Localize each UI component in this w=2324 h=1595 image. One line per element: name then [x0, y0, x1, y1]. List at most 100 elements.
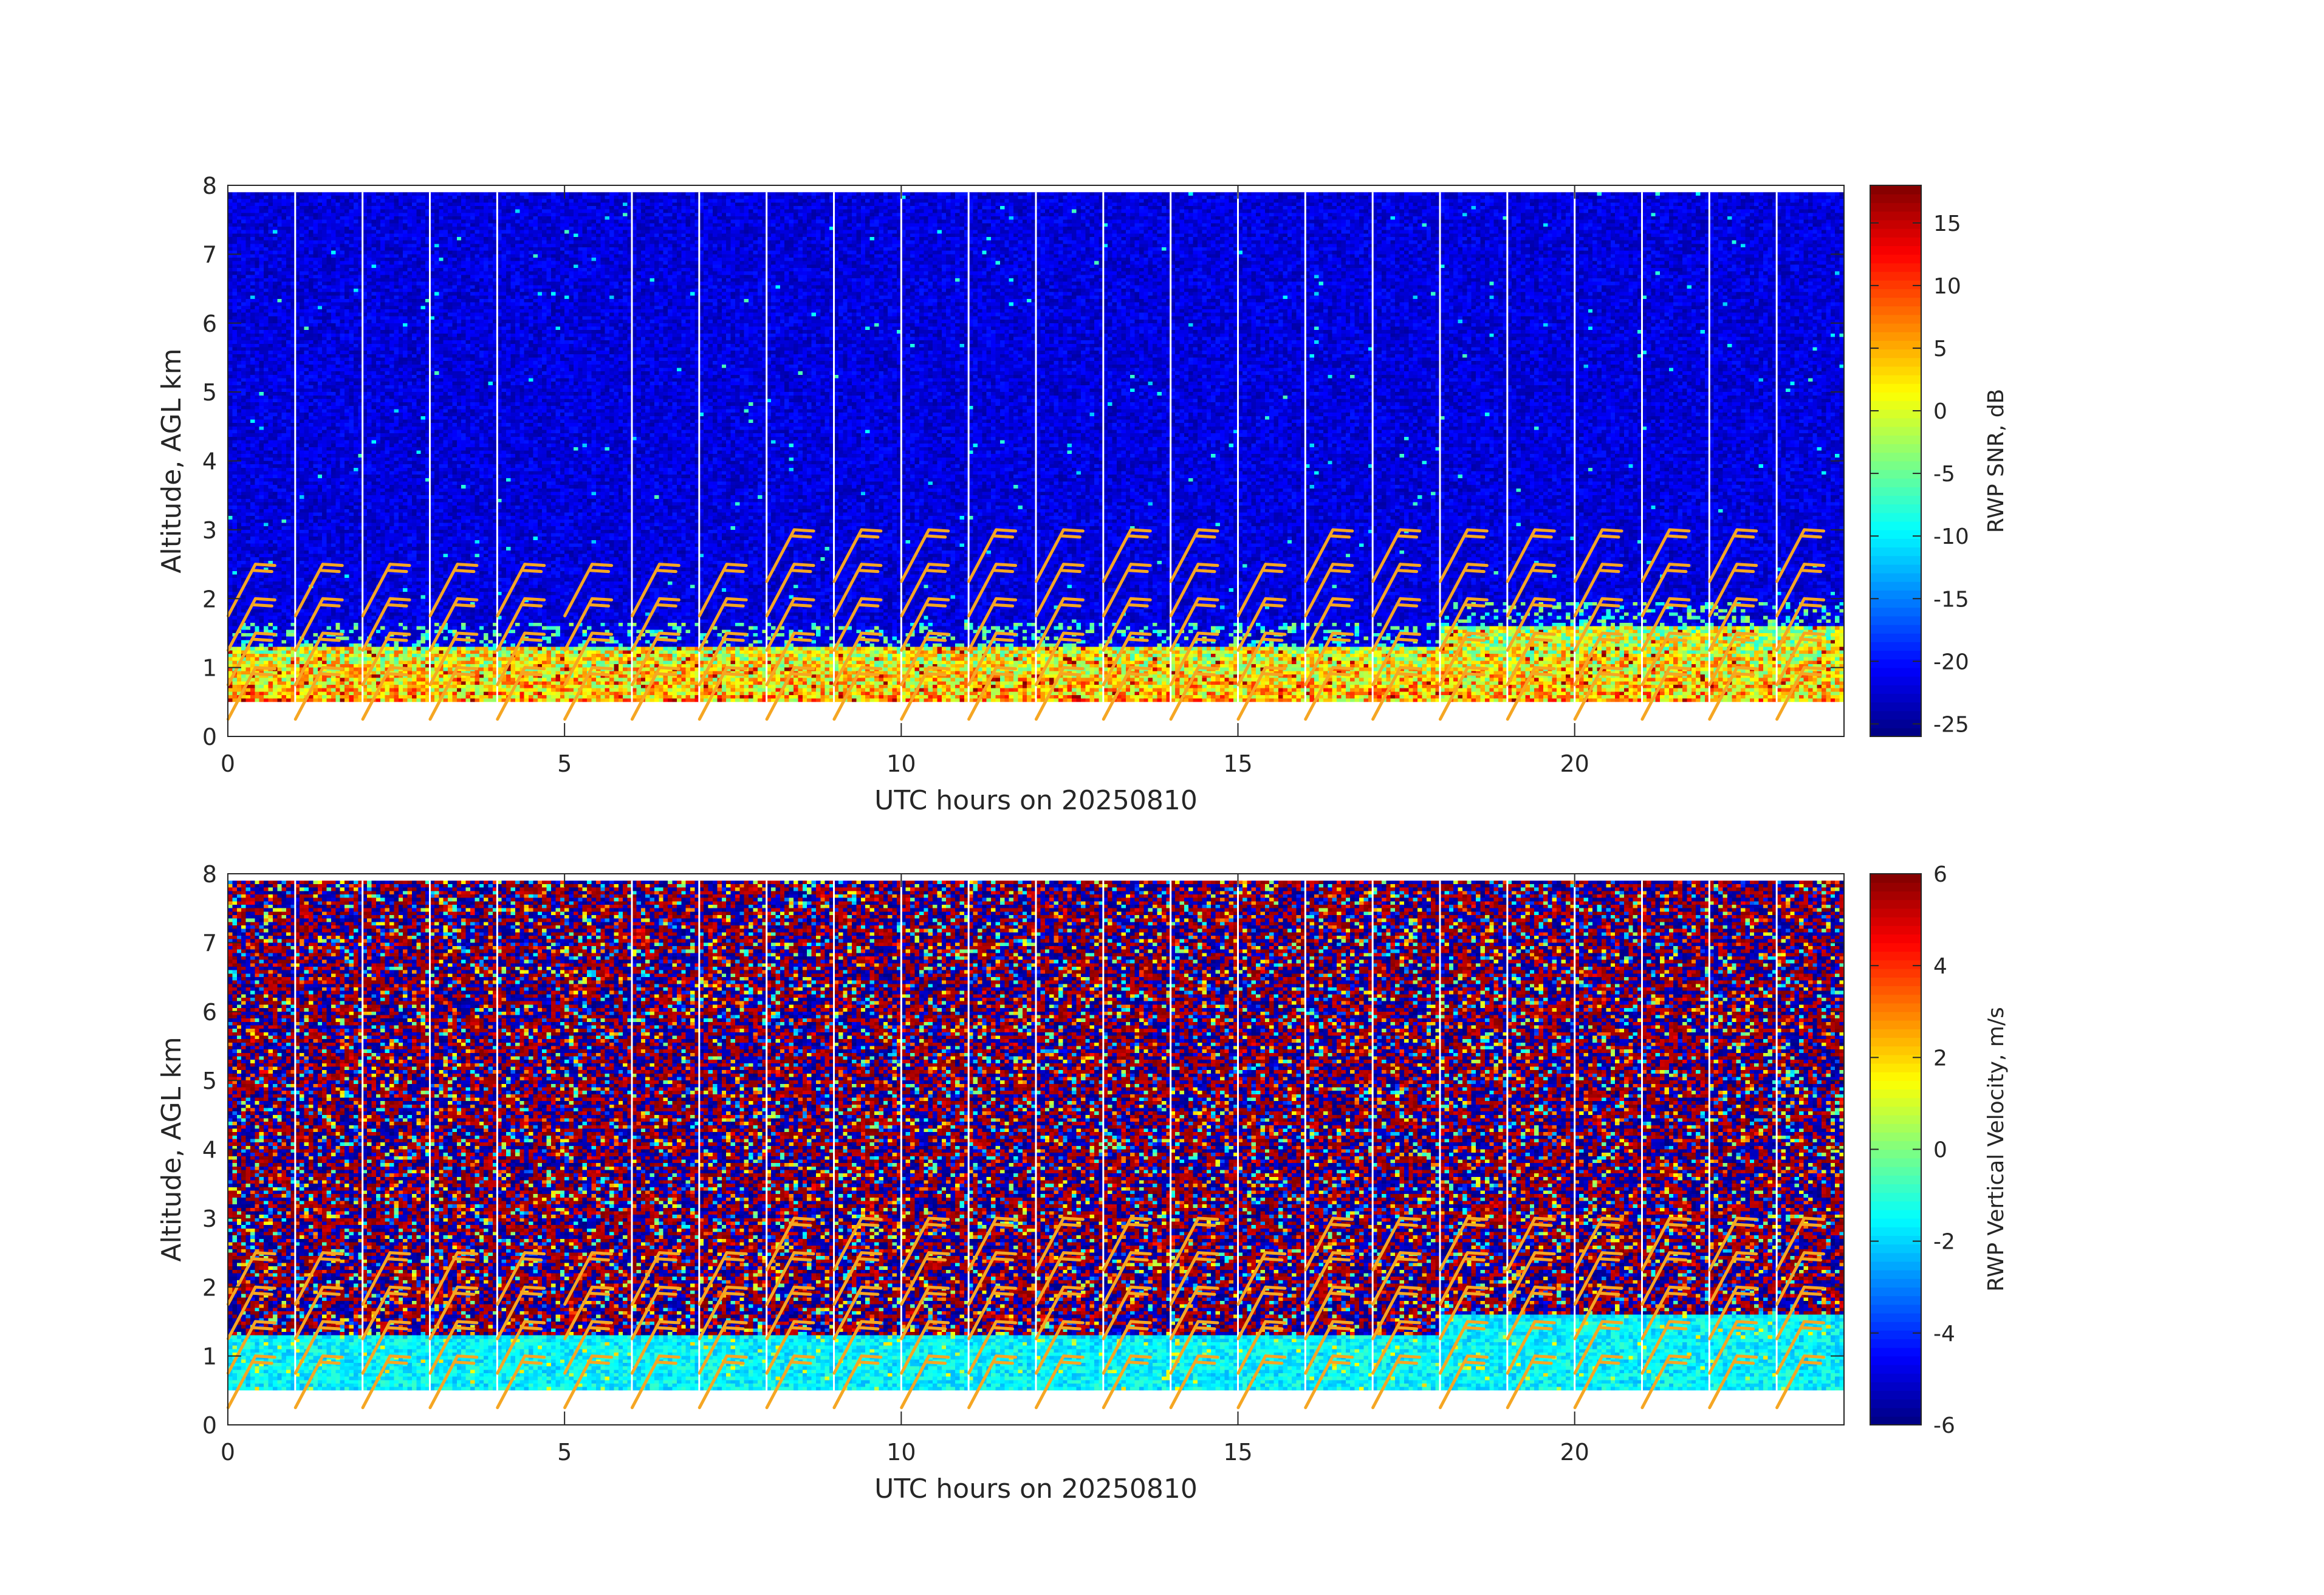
- colorbar-segment: [1870, 899, 1921, 909]
- wind-barb: [1708, 563, 1758, 618]
- wind-barb: [698, 1354, 748, 1410]
- colorbar-tick-label: -10: [1933, 524, 1969, 549]
- wind-barb: [1640, 1320, 1691, 1375]
- wind-barb: [361, 666, 411, 721]
- colorbar-segment: [1870, 882, 1921, 892]
- wind-barb: [293, 666, 344, 721]
- colorbar-segment: [1870, 1201, 1921, 1210]
- wind-barb: [630, 631, 680, 687]
- wind-barb: [832, 1216, 883, 1272]
- wind-barb: [226, 597, 276, 652]
- colorbar-segment: [1870, 659, 1921, 668]
- wind-barb: [1573, 1354, 1623, 1410]
- wind-barb: [900, 597, 950, 652]
- wind-barb: [1573, 1216, 1623, 1272]
- colorbar-segment: [1870, 262, 1921, 272]
- colorbar-segment: [1870, 366, 1921, 376]
- wind-barb: [1573, 1320, 1623, 1375]
- y-tick-label: 8: [202, 173, 217, 199]
- wind-barb: [832, 666, 883, 721]
- wind-barb: [1034, 528, 1085, 583]
- wind-barb: [1169, 1251, 1219, 1306]
- wind-barb: [1573, 597, 1623, 652]
- wind-barb: [765, 666, 815, 721]
- wind-barb: [832, 631, 883, 687]
- colorbar-tick-label: -6: [1933, 1413, 1955, 1438]
- wind-barb: [967, 1354, 1018, 1410]
- colorbar-segment: [1870, 633, 1921, 642]
- colorbar-segment: [1870, 245, 1921, 255]
- colorbar-segment: [1870, 374, 1921, 384]
- wind-barb: [765, 563, 815, 618]
- wind-barb: [563, 1320, 614, 1375]
- wind-barb: [293, 1285, 344, 1340]
- colorbar-segment: [1870, 194, 1921, 204]
- colorbar: -6 -4 -2 0 2 4 6 RWP Vertical Velocity, m/s: [1870, 862, 2009, 1438]
- wind-barb: [1775, 631, 1826, 687]
- colorbar-segment: [1870, 383, 1921, 393]
- wind-barb: [1304, 528, 1354, 583]
- wind-barb: [1371, 563, 1422, 618]
- wind-barb: [226, 1320, 276, 1375]
- wind-barb: [1640, 528, 1691, 583]
- colorbar-segment: [1870, 1192, 1921, 1202]
- wind-barb: [563, 631, 614, 687]
- colorbar-segment: [1870, 1184, 1921, 1193]
- colorbar-segment: [1870, 306, 1921, 315]
- wind-barb: [428, 563, 479, 618]
- wind-barb: [1034, 1251, 1085, 1306]
- wind-barb: [630, 666, 680, 721]
- colorbar-segment: [1870, 564, 1921, 574]
- y-tick-label: 5: [202, 1068, 217, 1094]
- wind-barb: [967, 666, 1018, 721]
- wind-barb: [226, 666, 276, 721]
- colorbar-segment: [1870, 1356, 1921, 1365]
- wind-barb: [1775, 597, 1826, 652]
- wind-barb: [428, 666, 479, 721]
- colorbar-segment: [1870, 237, 1921, 247]
- colorbar-segment: [1870, 1399, 1921, 1408]
- wind-barb: [293, 631, 344, 687]
- wind-barb: [630, 1251, 680, 1306]
- wind-barb: [1708, 1320, 1758, 1375]
- wind-barb: [698, 1285, 748, 1340]
- wind-barb: [1236, 1251, 1287, 1306]
- wind-barb: [1438, 1216, 1489, 1272]
- colorbar-segment: [1870, 1175, 1921, 1184]
- wind-barb: [967, 528, 1018, 583]
- colorbar-segment: [1870, 1312, 1921, 1322]
- y-tick-label: 4: [202, 448, 217, 475]
- wind-barb: [1708, 1354, 1758, 1410]
- colorbar-segment: [1870, 599, 1921, 608]
- wind-barb: [361, 597, 411, 652]
- wind-barb: [361, 631, 411, 687]
- colorbar-segment: [1870, 340, 1921, 350]
- wind-barb: [900, 528, 950, 583]
- wind-barb: [1506, 597, 1556, 652]
- wind-barb: [1438, 1285, 1489, 1340]
- colorbar-segment: [1870, 650, 1921, 660]
- wind-barb: [630, 1354, 680, 1410]
- wind-barb: [1169, 1216, 1219, 1272]
- wind-barb: [630, 1320, 680, 1375]
- colorbar-segment: [1870, 254, 1921, 264]
- wind-barb: [361, 1251, 411, 1306]
- colorbar-segment: [1870, 1003, 1921, 1012]
- wind-barb: [1102, 1216, 1152, 1272]
- colorbar-segment: [1870, 1252, 1921, 1262]
- wind-barb: [293, 1320, 344, 1375]
- wind-barb: [1371, 597, 1422, 652]
- wind-barb: [1371, 1320, 1422, 1375]
- colorbar-segment: [1870, 409, 1921, 419]
- wind-barb: [1371, 1216, 1422, 1272]
- x-axis-label: UTC hours on 20250810: [874, 785, 1198, 816]
- colorbar-segment: [1870, 607, 1921, 617]
- wind-barb: [1102, 1354, 1152, 1410]
- wind-barb: [1438, 631, 1489, 687]
- wind-barb: [967, 563, 1018, 618]
- colorbar-segment: [1870, 185, 1921, 194]
- y-tick-label: 2: [202, 1274, 217, 1301]
- wind-barb: [1236, 666, 1287, 721]
- colorbar-segment: [1870, 710, 1921, 720]
- wind-barb: [1640, 1354, 1691, 1410]
